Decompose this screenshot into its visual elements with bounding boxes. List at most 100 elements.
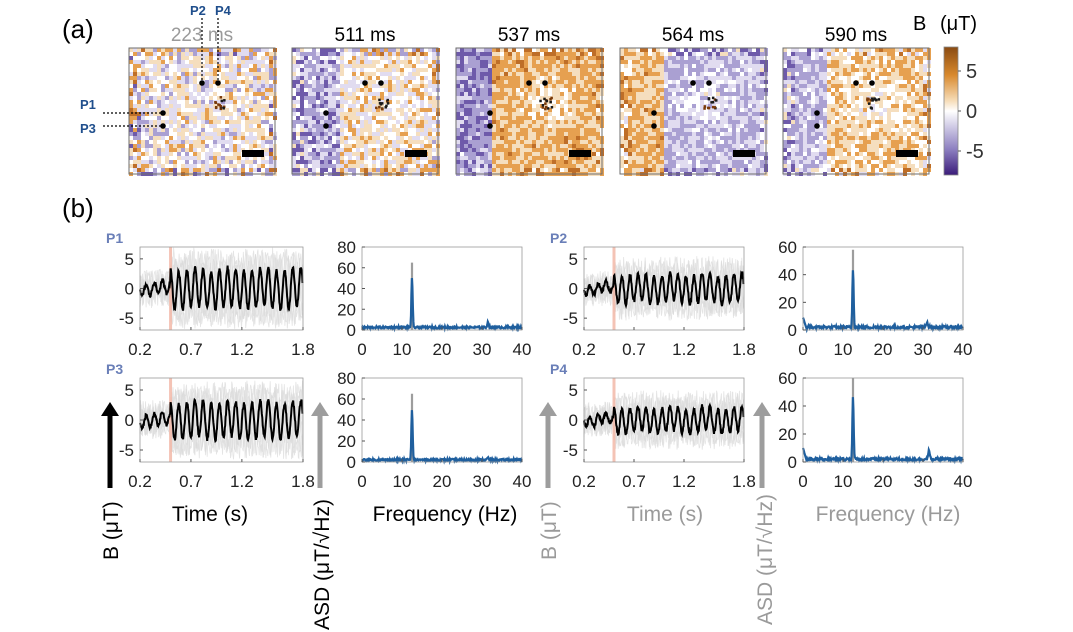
map-pixel — [420, 108, 424, 112]
map-pixel — [472, 164, 476, 168]
map-pixel — [859, 140, 863, 144]
map-pixel — [803, 84, 807, 88]
map-pixel — [380, 96, 384, 100]
map-pixel — [173, 168, 177, 172]
source-speckle — [706, 106, 710, 110]
map-pixel — [831, 168, 835, 172]
map-pixel — [360, 124, 364, 128]
map-pixel — [660, 120, 664, 124]
map-pixel — [360, 88, 364, 92]
map-pixel — [340, 60, 344, 64]
map-pixel — [225, 52, 229, 56]
map-pixel — [472, 60, 476, 64]
map-pixel — [744, 96, 748, 100]
map-pixel — [328, 52, 332, 56]
map-pixel — [181, 112, 185, 116]
map-pixel — [787, 76, 791, 80]
map-pixel — [173, 128, 177, 132]
map-pixel — [432, 52, 436, 56]
map-pixel — [137, 100, 141, 104]
map-pixel — [851, 84, 855, 88]
map-pixel — [225, 120, 229, 124]
map-pixel — [237, 156, 241, 160]
map-pixel — [887, 164, 891, 168]
map-pixel — [292, 48, 296, 52]
map-pixel — [149, 76, 153, 80]
map-pixel — [580, 88, 584, 92]
map-pixel — [209, 60, 213, 64]
map-pixel — [432, 72, 436, 76]
map-pixel — [372, 136, 376, 140]
map-pixel — [680, 112, 684, 116]
map-pixel — [807, 124, 811, 128]
map-pixel — [320, 156, 324, 160]
map-pixel — [544, 156, 548, 160]
map-pixel — [508, 100, 512, 104]
map-pixel — [257, 168, 261, 172]
map-pixel — [632, 52, 636, 56]
map-pixel — [464, 80, 468, 84]
map-pixel — [676, 48, 680, 52]
map-pixel — [332, 144, 336, 148]
map-pixel — [416, 48, 420, 52]
map-pixel — [456, 60, 460, 64]
map-pixel — [408, 96, 412, 100]
map-pixel — [404, 124, 408, 128]
map-pixel — [181, 144, 185, 148]
map-pixel — [456, 88, 460, 92]
map-pixel — [492, 164, 496, 168]
map-pixel — [724, 92, 728, 96]
map-pixel — [620, 48, 624, 52]
map-pixel — [229, 160, 233, 164]
map-pixel — [504, 68, 508, 72]
map-pixel — [376, 92, 380, 96]
map-pixel — [400, 92, 404, 96]
map-pixel — [752, 136, 756, 140]
map-pixel — [528, 116, 532, 120]
map-pixel — [129, 120, 133, 124]
map-pixel — [704, 60, 708, 64]
map-pixel — [787, 156, 791, 160]
map-pixel — [324, 84, 328, 88]
map-pixel — [344, 112, 348, 116]
map-pixel — [576, 140, 580, 144]
map-pixel — [237, 60, 241, 64]
map-pixel — [536, 152, 540, 156]
map-pixel — [237, 160, 241, 164]
map-pixel — [492, 96, 496, 100]
map-pixel — [552, 120, 556, 124]
map-pixel — [552, 96, 556, 100]
map-pixel — [851, 88, 855, 92]
map-pixel — [157, 116, 161, 120]
map-pixel — [400, 108, 404, 112]
map-pixel — [740, 120, 744, 124]
source-speckle — [386, 98, 389, 102]
map-pixel — [835, 48, 839, 52]
map-pixel — [304, 80, 308, 84]
map-pixel — [895, 124, 899, 128]
map-pixel — [660, 60, 664, 64]
map-pixel — [484, 140, 488, 144]
map-pixel — [320, 140, 324, 144]
map-pixel — [368, 64, 372, 68]
map-pixel — [524, 64, 528, 68]
map-pixel — [815, 76, 819, 80]
map-pixel — [871, 144, 875, 148]
map-pixel — [480, 72, 484, 76]
map-pixel — [189, 148, 193, 152]
map-pixel — [356, 128, 360, 132]
map-pixel — [807, 152, 811, 156]
map-pixel — [460, 120, 464, 124]
map-pixel — [269, 128, 273, 132]
map-pixel — [839, 112, 843, 116]
map-pixel — [137, 148, 141, 152]
map-pixel — [516, 120, 520, 124]
map-pixel — [476, 128, 480, 132]
map-pixel — [348, 136, 352, 140]
map-pixel — [696, 140, 700, 144]
map-pixel — [720, 76, 724, 80]
map-pixel — [688, 48, 692, 52]
map-pixel — [624, 88, 628, 92]
map-pixel — [400, 80, 404, 84]
map-pixel — [348, 112, 352, 116]
